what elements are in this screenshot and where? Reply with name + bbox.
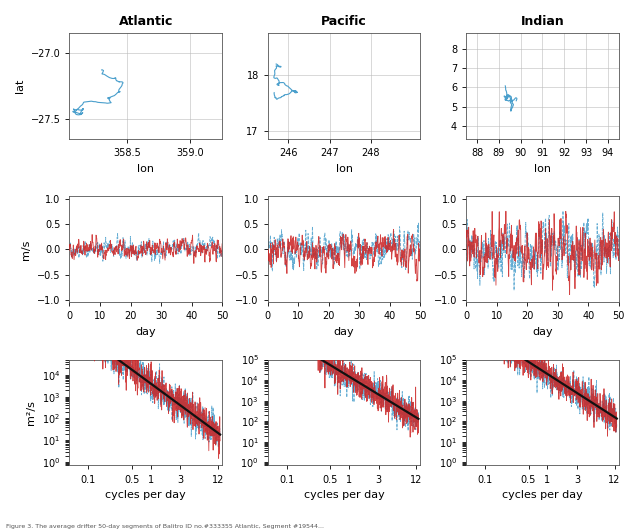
X-axis label: cycles per day: cycles per day: [304, 490, 385, 500]
Title: Indian: Indian: [520, 15, 564, 28]
X-axis label: day: day: [532, 327, 553, 337]
Title: Pacific: Pacific: [321, 15, 367, 28]
X-axis label: day: day: [334, 327, 355, 337]
X-axis label: lon: lon: [138, 164, 154, 174]
X-axis label: cycles per day: cycles per day: [106, 490, 186, 500]
X-axis label: lon: lon: [335, 164, 353, 174]
Y-axis label: m/s: m/s: [21, 239, 31, 260]
Y-axis label: lat: lat: [15, 79, 25, 93]
Y-axis label: m²/s: m²/s: [26, 400, 36, 425]
Text: Figure 3. The average drifter 50-day segments of Balitro ID no.#333355 Atlantic,: Figure 3. The average drifter 50-day seg…: [6, 524, 324, 529]
X-axis label: cycles per day: cycles per day: [502, 490, 583, 500]
X-axis label: day: day: [136, 327, 156, 337]
X-axis label: lon: lon: [534, 164, 551, 174]
Title: Atlantic: Atlantic: [118, 15, 173, 28]
